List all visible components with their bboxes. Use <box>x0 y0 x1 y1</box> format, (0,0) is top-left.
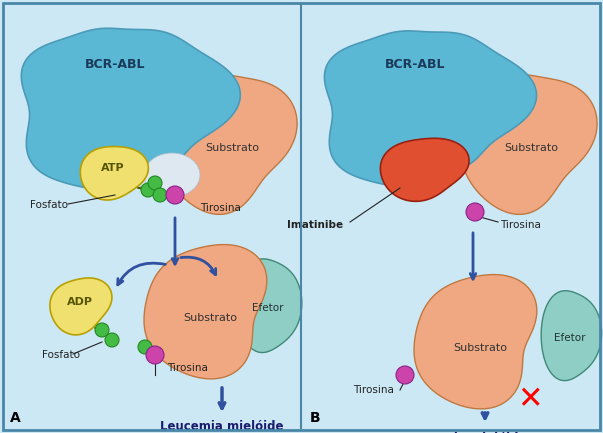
Text: Imatinibe: Imatinibe <box>287 220 343 230</box>
Text: Efetor: Efetor <box>554 333 586 343</box>
Text: Substrato: Substrato <box>453 343 507 353</box>
Text: ATP: ATP <box>101 163 125 173</box>
Polygon shape <box>80 146 148 200</box>
Text: Substrato: Substrato <box>205 143 259 153</box>
Polygon shape <box>144 245 267 379</box>
Polygon shape <box>380 138 469 201</box>
Circle shape <box>146 346 164 364</box>
Text: BCR-ABL: BCR-ABL <box>85 58 145 71</box>
Circle shape <box>466 203 484 221</box>
Text: Tirosina: Tirosina <box>353 385 394 395</box>
Text: Efetor: Efetor <box>252 303 284 313</box>
Circle shape <box>166 186 184 204</box>
Polygon shape <box>160 74 297 214</box>
Text: Leucemia mielóide
crônica: Leucemia mielóide crônica <box>160 420 284 433</box>
Text: B: B <box>310 411 321 425</box>
Text: Tirosina: Tirosina <box>200 203 241 213</box>
Polygon shape <box>324 31 537 186</box>
Text: Tirosina: Tirosina <box>500 220 541 230</box>
Text: Fosfato: Fosfato <box>42 350 80 360</box>
Text: A: A <box>10 411 21 425</box>
Circle shape <box>148 176 162 190</box>
Polygon shape <box>21 28 240 189</box>
Text: Substrato: Substrato <box>504 143 558 153</box>
Text: Tirosina: Tirosina <box>167 363 208 373</box>
Text: ADP: ADP <box>67 297 93 307</box>
Text: ✕: ✕ <box>517 385 543 414</box>
Circle shape <box>153 188 167 202</box>
Circle shape <box>141 183 155 197</box>
Text: Substrato: Substrato <box>183 313 237 323</box>
Text: BCR-ABL: BCR-ABL <box>385 58 445 71</box>
Polygon shape <box>541 291 602 381</box>
Polygon shape <box>414 275 537 409</box>
Polygon shape <box>50 278 112 335</box>
Polygon shape <box>144 153 200 197</box>
Circle shape <box>396 366 414 384</box>
Circle shape <box>105 333 119 347</box>
Text: Leucemia mielóide
crônica: Leucemia mielóide crônica <box>403 432 527 433</box>
Polygon shape <box>237 259 302 352</box>
Polygon shape <box>460 74 597 214</box>
Circle shape <box>138 340 152 354</box>
Circle shape <box>95 323 109 337</box>
Text: Fosfato: Fosfato <box>30 200 68 210</box>
